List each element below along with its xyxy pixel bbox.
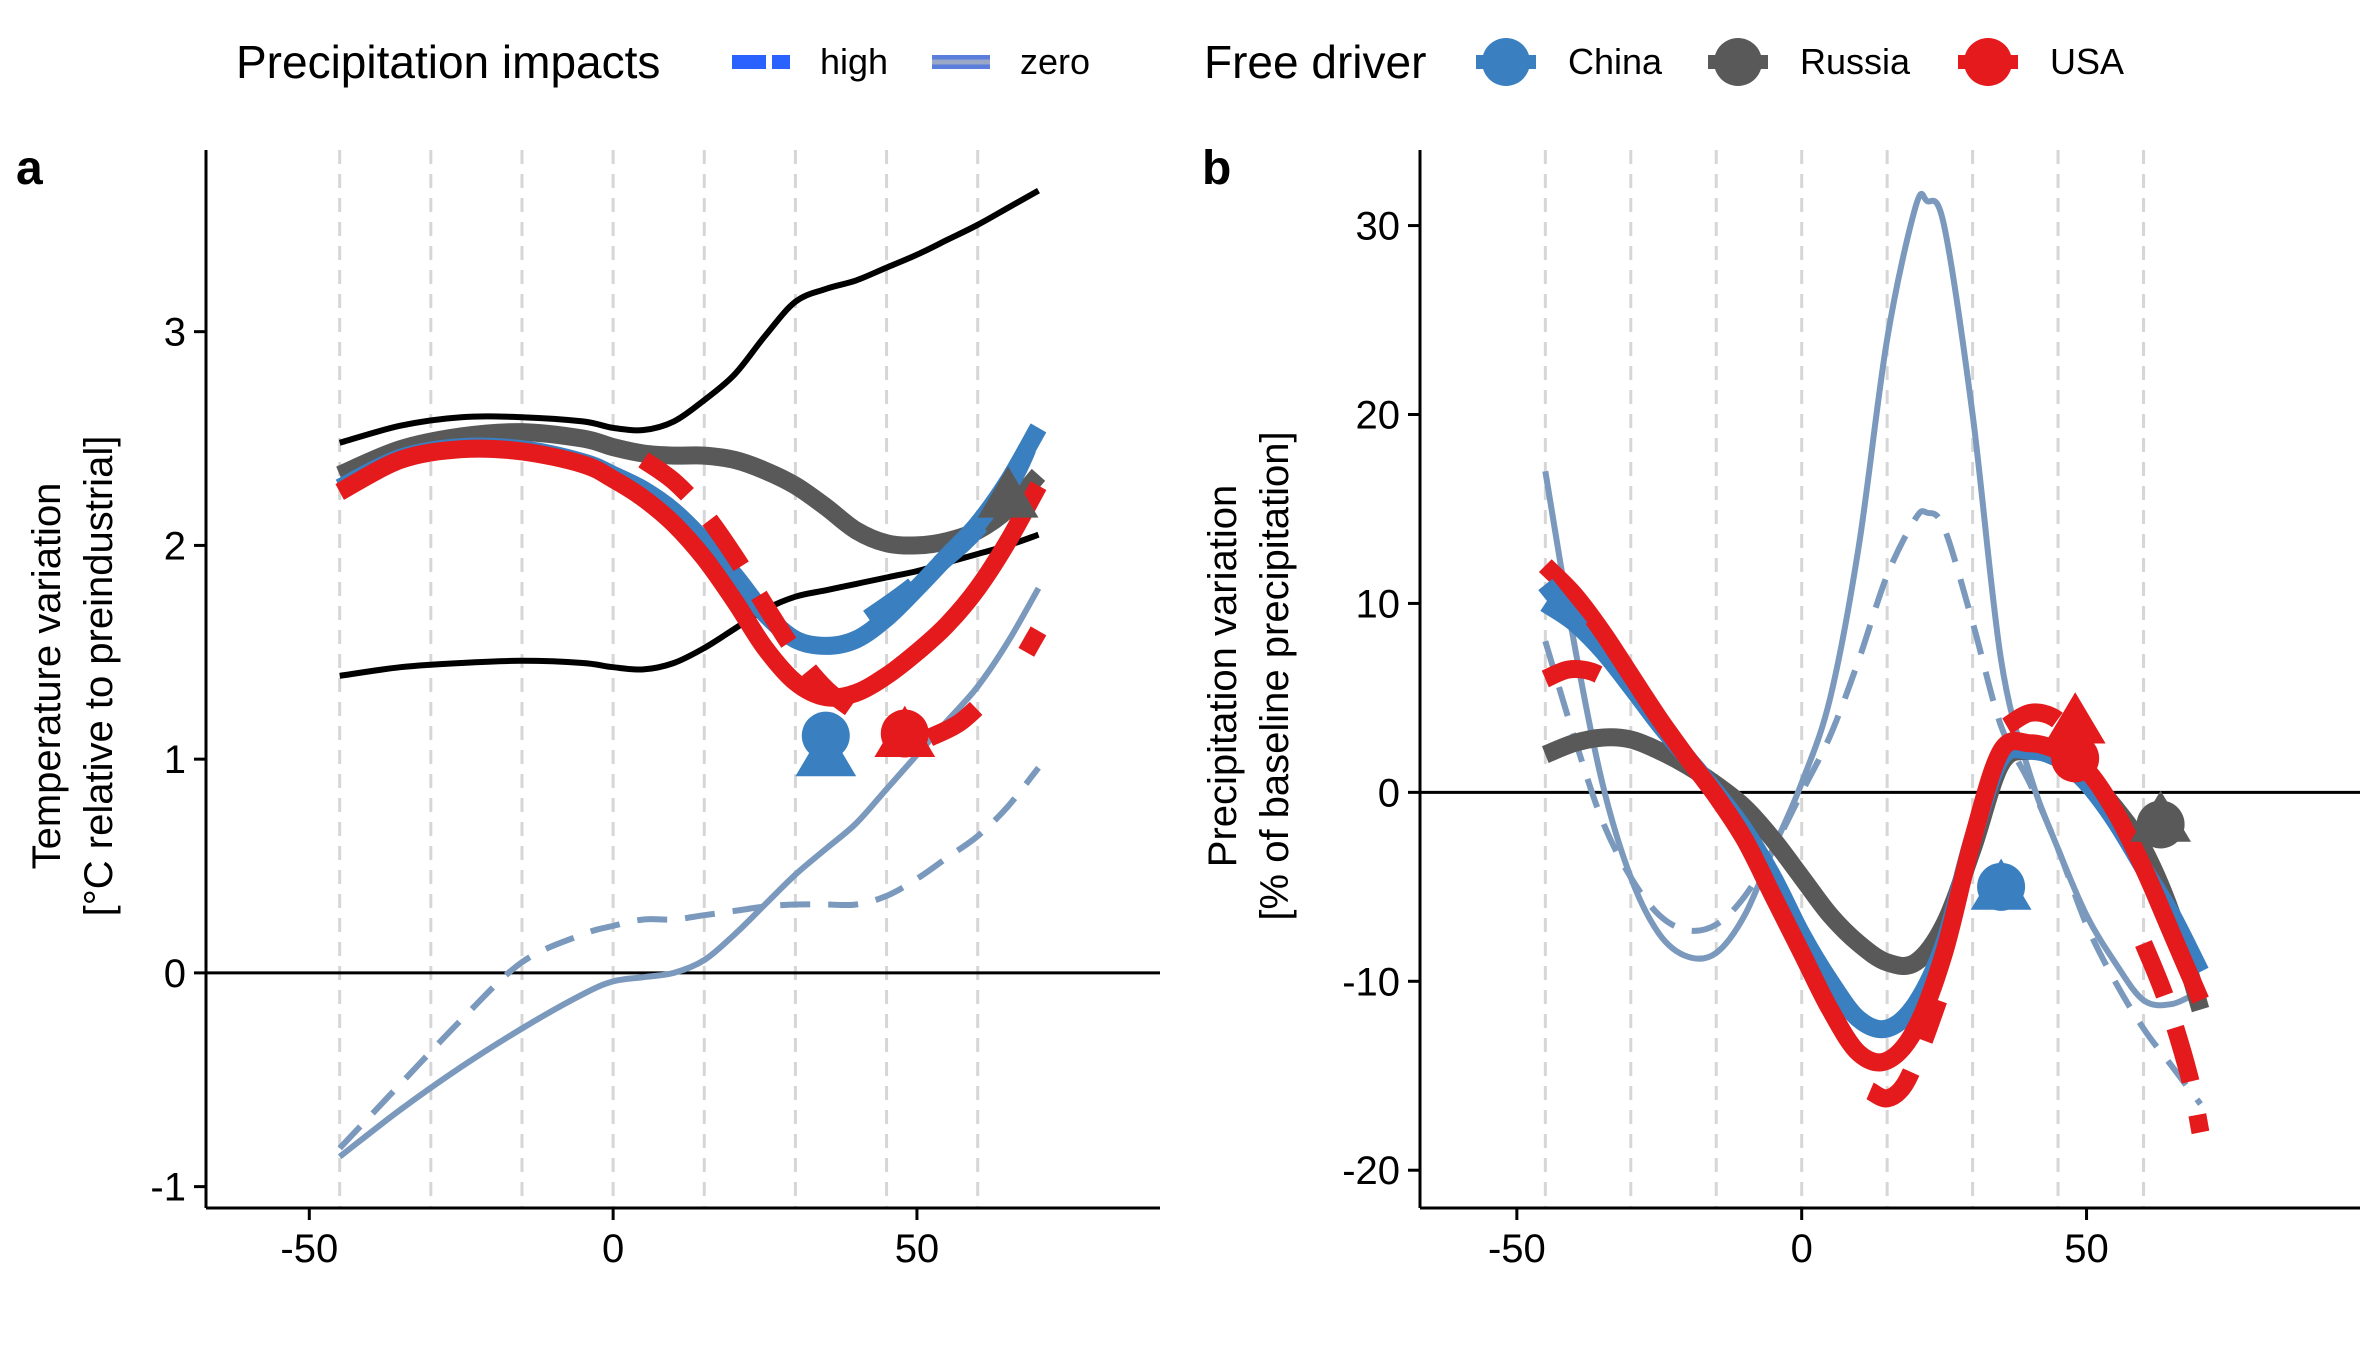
panel-b-x-ticks: -50 0 50: [1488, 1208, 2109, 1271]
legend-key-russia: [1708, 38, 1768, 86]
panel-a-markers: [795, 466, 1039, 777]
panel-b-markers: [1970, 692, 2191, 911]
y-tick-label: 10: [1356, 582, 1401, 626]
series-line-envelope-upper-solid: [338, 187, 1040, 446]
x-tick-label: 50: [895, 1227, 940, 1271]
marker-triangle-china: [1970, 858, 2032, 910]
y-tick-label: 30: [1356, 205, 1401, 249]
panel-letter-a: a: [16, 142, 43, 195]
series-line-usa-dashed: [2001, 703, 2082, 743]
series-line-china-solid: [1540, 595, 2209, 1039]
series-line-usa-solid: [335, 439, 1047, 707]
legend-key-usa-dot: [1964, 38, 2012, 86]
series-line-baseline-zero-solid: [1542, 190, 2202, 1009]
series-line-usa-dashed: [1541, 660, 1618, 691]
marker-triangle-china: [795, 725, 857, 777]
series-line-china-dashed: [863, 417, 1047, 626]
panel-a-ylabel-line1: Temperature variation: [25, 483, 69, 870]
series-line-usa-dashed: [2135, 940, 2210, 1135]
series-line-usa-dashed: [1865, 997, 1947, 1108]
marker-triangle-russia: [977, 466, 1039, 518]
panel-b-series: [1538, 190, 2210, 1135]
panel-b-ylabel-line1: Precipitation variation: [1201, 485, 1245, 867]
series-line-russia-solid: [336, 423, 1046, 555]
x-tick-label: -50: [1488, 1227, 1546, 1271]
legend-key-china: [1476, 38, 1536, 86]
y-tick-label: 3: [164, 311, 186, 355]
marker-circle-usa: [2051, 734, 2100, 783]
series-line-usa-dashed: [1018, 626, 1047, 657]
legend-key-russia-dot: [1714, 38, 1762, 86]
x-tick-label: 50: [2064, 1227, 2109, 1271]
panel-letter-b: b: [1202, 142, 1231, 195]
y-tick-label: 0: [164, 952, 186, 996]
panel-a-ylabel-line2: [°C relative to preindustrial]: [77, 436, 121, 917]
panel-a-series: [335, 187, 1047, 1160]
series-line-baseline-zero-solid: [337, 586, 1042, 1160]
x-tick-label: -50: [280, 1227, 338, 1271]
series-line-baseline-high-dashed: [1542, 508, 2203, 1106]
marker-triangle-russia: [2130, 790, 2191, 842]
panel-a-temperature: -50 0 50 -1 0 1 2 3 Temperature variation [°C …: [25, 150, 1160, 1271]
legend-label-russia: Russia: [1800, 41, 1911, 82]
y-tick-label: -20: [1342, 1149, 1400, 1193]
legend-label-china: China: [1568, 41, 1663, 82]
x-tick-label: 0: [1791, 1227, 1813, 1271]
legend-key-china-dot: [1482, 38, 1530, 86]
panel-b-precipitation: -50 0 50 -20 -10 0 10 20 30 Precipitation varia…: [1201, 150, 2360, 1271]
y-tick-label: 0: [1378, 771, 1400, 815]
series-line-china-dashed: [1538, 578, 1598, 647]
legend-label-usa: USA: [2050, 41, 2124, 82]
panel-b-y-ticks: -20 -10 0 10 20 30: [1342, 205, 1420, 1193]
y-tick-label: 20: [1356, 394, 1401, 438]
series-line-baseline-high-dashed: [337, 765, 1041, 1151]
panel-b-ylabel-line2: [% of baseline precipitation]: [1253, 431, 1297, 920]
series-line-usa-dashed: [638, 452, 862, 720]
legend-key-usa: [1958, 38, 2018, 86]
legend-precip-title: Precipitation impacts: [236, 36, 660, 88]
panel-a-y-ticks: -1 0 1 2 3: [150, 311, 206, 1210]
series-line-envelope-lower-solid: [339, 531, 1040, 679]
x-tick-label: 0: [602, 1227, 624, 1271]
legend-driver-title: Free driver: [1204, 36, 1426, 88]
marker-triangle-usa: [2044, 692, 2106, 744]
series-line-usa-dashed: [925, 688, 997, 746]
panel-a-x-ticks: -50 0 50: [280, 1208, 939, 1271]
y-tick-label: -10: [1342, 960, 1400, 1004]
legend: Precipitation impacts high zero Free dri…: [236, 36, 2124, 88]
legend-label-high: high: [820, 41, 888, 82]
y-tick-label: 1: [164, 738, 186, 782]
legend-label-zero: zero: [1020, 41, 1090, 82]
y-tick-label: -1: [150, 1166, 186, 1210]
marker-triangle-usa: [874, 705, 936, 757]
y-tick-label: 2: [164, 524, 186, 568]
